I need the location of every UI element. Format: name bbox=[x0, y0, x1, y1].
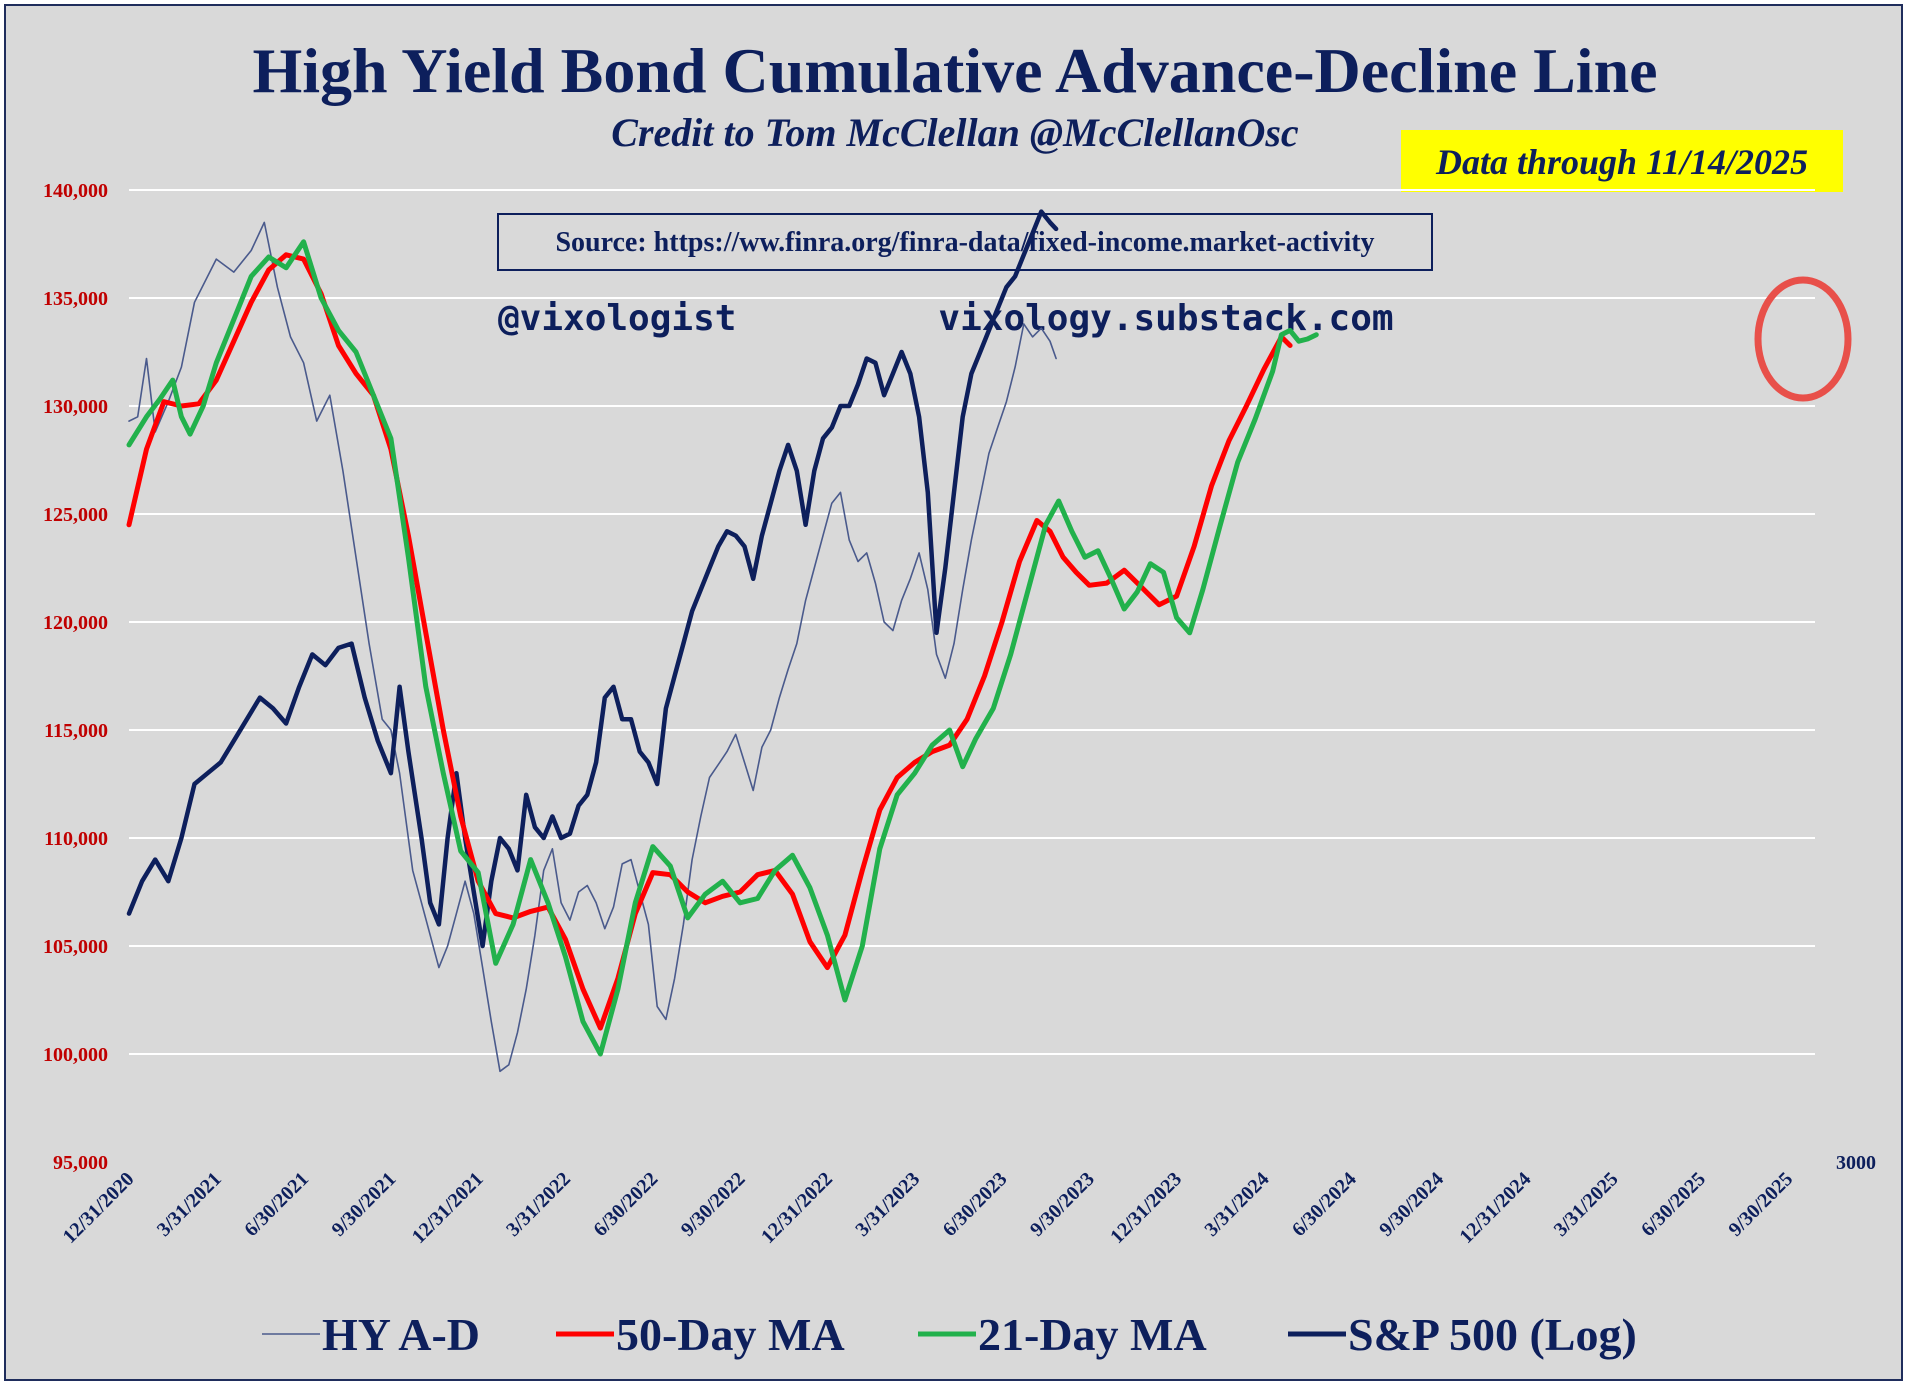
y-tick-label: 125,000 bbox=[43, 504, 108, 526]
legend-label: HY A-D bbox=[322, 1309, 480, 1360]
x-tick-label: 6/30/2021 bbox=[240, 1168, 313, 1241]
x-tick-label: 9/30/2022 bbox=[677, 1168, 750, 1241]
y-tick-label: 140,000 bbox=[43, 180, 108, 202]
y-tick-label: 110,000 bbox=[44, 828, 108, 850]
y-tick-label: 120,000 bbox=[43, 612, 108, 634]
y-tick-label: 95,000 bbox=[53, 1152, 108, 1174]
x-tick-label: 9/30/2024 bbox=[1375, 1168, 1448, 1241]
x-tick-label: 12/31/2023 bbox=[1106, 1168, 1186, 1248]
y-tick-label: 105,000 bbox=[43, 936, 108, 958]
x-tick-label: 9/30/2021 bbox=[328, 1168, 401, 1241]
chart-frame bbox=[4, 4, 1903, 1381]
data-through-label: Data through 11/14/2025 bbox=[1435, 142, 1808, 182]
y-tick-label: 100,000 bbox=[43, 1044, 108, 1066]
y-axis-right: 3000 bbox=[1836, 1152, 1876, 1174]
x-tick-label: 12/31/2024 bbox=[1455, 1168, 1535, 1248]
source-label: Source: https://ww.finra.org/finra-data/… bbox=[555, 227, 1374, 258]
x-axis: 12/31/2020 3/31/2021 6/30/2021 9/30/2021 12/… bbox=[59, 1168, 1798, 1248]
x-tick-label: 6/30/2025 bbox=[1637, 1168, 1710, 1241]
x-tick-label: 3/31/2022 bbox=[502, 1168, 575, 1241]
x-tick-label: 6/30/2023 bbox=[939, 1168, 1012, 1241]
grid-lines bbox=[129, 189, 1815, 1055]
x-tick-label: 6/30/2022 bbox=[589, 1168, 662, 1241]
x-tick-label: 12/31/2020 bbox=[59, 1168, 139, 1248]
x-tick-label: 12/31/2022 bbox=[757, 1168, 837, 1248]
website-label: vixology.substack.com bbox=[938, 298, 1393, 339]
y-tick-label: 115,000 bbox=[44, 720, 108, 742]
y-axis-left: 95,000 100,000 105,000 110,000 115,000 120,00… bbox=[43, 180, 108, 1174]
y-right-tick-label: 3000 bbox=[1836, 1152, 1876, 1174]
highlight-circle bbox=[1754, 276, 1852, 402]
series-line-21-day-ma bbox=[126, 239, 1319, 1057]
x-tick-label: 3/31/2025 bbox=[1550, 1168, 1623, 1241]
y-tick-label: 135,000 bbox=[43, 288, 108, 310]
x-tick-label: 3/31/2023 bbox=[851, 1168, 924, 1241]
chart-subtitle: Credit to Tom McClellan @McClellanOsc bbox=[611, 110, 1299, 155]
x-tick-label: 9/30/2025 bbox=[1724, 1168, 1797, 1241]
chart-title: High Yield Bond Cumulative Advance-Decli… bbox=[252, 35, 1657, 106]
legend-label: 50-Day MA bbox=[616, 1309, 845, 1360]
x-tick-label: 9/30/2023 bbox=[1026, 1168, 1099, 1241]
series-line-hy-a-d bbox=[128, 221, 1057, 1073]
legend-label: 21-Day MA bbox=[978, 1309, 1207, 1360]
x-tick-label: 12/31/2021 bbox=[408, 1168, 488, 1248]
series-group bbox=[126, 209, 1319, 1073]
y-tick-label: 130,000 bbox=[43, 396, 108, 418]
data-through-box bbox=[1401, 130, 1843, 192]
source-box bbox=[497, 213, 1433, 271]
series-line-50-day-ma bbox=[126, 252, 1293, 1031]
series-line-s-p-500-log bbox=[126, 209, 1059, 949]
x-tick-label: 6/30/2024 bbox=[1288, 1168, 1361, 1241]
x-tick-label: 3/31/2024 bbox=[1201, 1168, 1274, 1241]
legend: HY A-D 50-Day MA 21-Day MA S&P 500 (Log) bbox=[262, 1309, 1637, 1360]
twitter-handle: @vixologist bbox=[498, 298, 736, 339]
x-tick-label: 3/31/2021 bbox=[153, 1168, 226, 1241]
legend-label: S&P 500 (Log) bbox=[1348, 1309, 1637, 1360]
